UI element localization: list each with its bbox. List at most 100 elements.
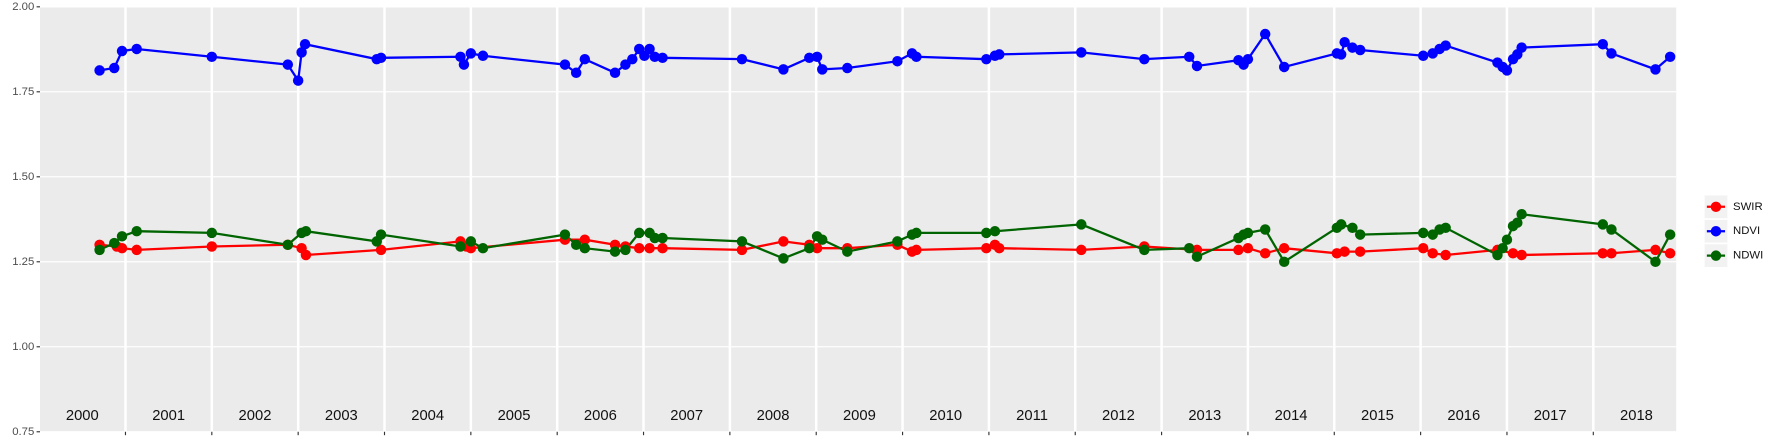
data-point [375,229,387,240]
data-point [131,225,142,237]
year-label: 2012 [1102,408,1135,424]
legend-key-point [1710,201,1722,213]
data-point [116,45,128,57]
data-point [1347,222,1358,234]
data-point [1335,219,1347,230]
data-point [1139,53,1150,65]
year-label: 2010 [929,408,962,424]
year-label: 2016 [1447,408,1480,424]
data-point [1516,208,1527,220]
data-point [1512,217,1523,228]
data-point [1606,48,1617,59]
data-point [981,53,992,65]
data-point [1650,64,1661,75]
data-point [1664,51,1676,63]
data-point [1440,222,1451,234]
marks [94,28,1676,268]
data-point [1233,244,1244,256]
data-point [282,59,294,70]
data-point [778,253,789,264]
legend-key-point [1710,225,1722,237]
data-point [1183,51,1195,63]
data-point [1606,224,1617,235]
data-point [736,53,748,65]
data-point [1650,244,1661,256]
data-point [477,242,489,254]
data-point [649,232,660,244]
data-point [609,67,621,78]
data-point [892,236,903,247]
data-point [1417,242,1429,254]
data-point [1440,249,1451,261]
data-point [1242,53,1254,65]
data-point [109,62,120,74]
data-point [778,64,789,75]
data-point [1139,244,1150,256]
data-point [1191,251,1203,262]
data-point [981,242,992,254]
data-point [94,65,105,76]
data-point [1417,227,1429,239]
legend-label: NDVI [1733,225,1760,237]
data-point [116,231,128,242]
data-point [455,241,466,252]
data-point [292,75,304,86]
data-point [1278,242,1290,254]
data-point [1597,38,1609,50]
grid: 0.75 1.00 1.25 1.50 1.75 2.00 2000 2001 2002 2003… [12,1,1677,438]
data-point [609,246,621,257]
y-tick-label: 1.75 [12,86,34,98]
data-point [620,244,631,256]
y-tick-label: 0.75 [12,426,34,438]
data-point [1259,248,1271,259]
data-point [1191,60,1203,72]
year-label: 2013 [1188,408,1221,424]
data-point [477,50,489,61]
data-point [657,52,668,64]
data-point [644,43,655,55]
year-label: 2011 [1016,408,1048,424]
data-point [911,227,922,239]
data-point [570,239,582,251]
data-point [559,229,571,240]
data-point [736,236,748,247]
data-point [736,244,748,256]
year-label: 2004 [411,408,444,424]
data-point [627,53,638,65]
legend-label: NDWI [1733,250,1763,262]
data-point [1278,61,1290,73]
data-point [842,246,853,257]
data-point [1516,249,1527,261]
data-point [911,51,922,63]
data-point [109,237,120,249]
data-point [559,59,571,70]
data-point [994,49,1005,60]
year-label: 2008 [757,408,790,424]
data-point [1278,256,1290,268]
data-point [994,242,1005,254]
data-point [1242,242,1254,254]
y-tick-label: 2.00 [12,1,34,13]
data-point [1076,244,1087,256]
data-point [1259,28,1271,40]
data-point [1339,36,1350,48]
data-point [1501,234,1513,245]
year-label: 2001 [152,408,185,424]
data-point [1501,65,1513,76]
data-point [1339,246,1350,257]
data-point [633,227,645,239]
data-point [206,51,218,63]
data-point [570,67,582,78]
data-point [804,52,815,64]
data-point [817,234,828,245]
data-point [206,227,218,239]
data-point [1076,47,1087,58]
data-point [300,249,312,261]
data-point [989,225,1001,237]
data-point [811,242,823,254]
data-point [811,51,823,63]
data-point [282,239,294,251]
data-point [579,242,591,254]
data-point [649,51,660,63]
